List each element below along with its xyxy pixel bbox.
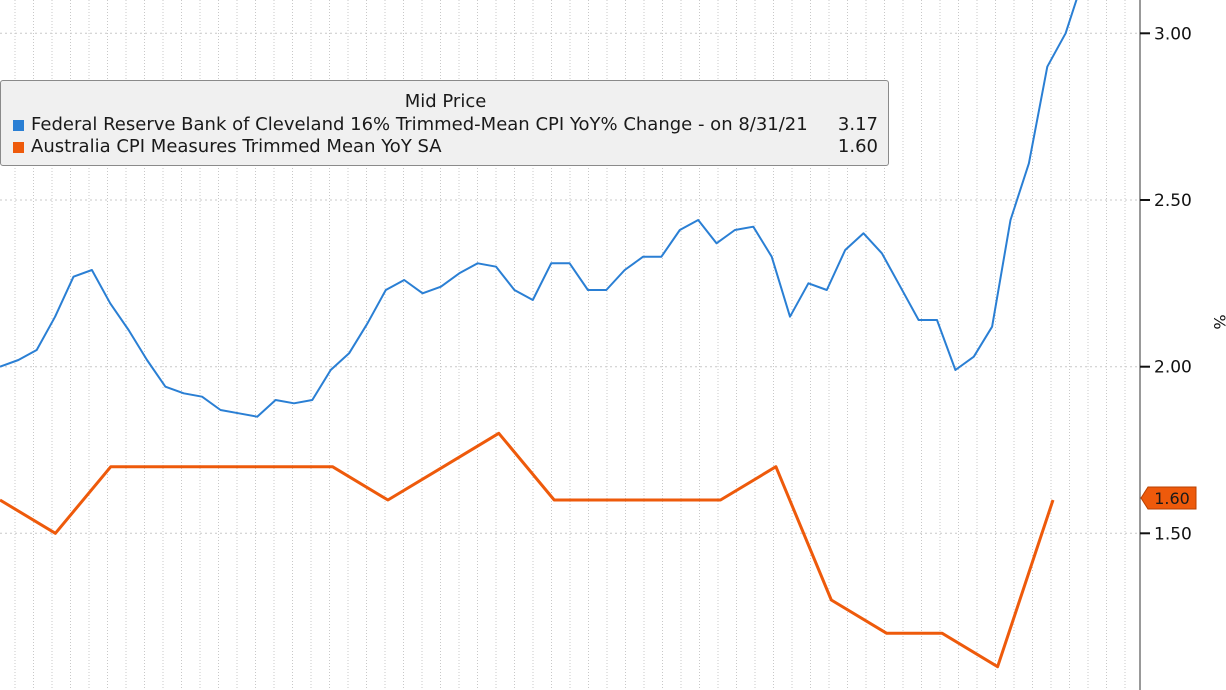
legend-value-australia: 1.60 [837,136,878,157]
y-tick-label: 1.50 [1154,524,1192,544]
y-tick-label: 3.00 [1154,24,1192,44]
y-axis-unit-label: % [1210,314,1226,329]
legend-entry-australia: Australia CPI Measures Trimmed Mean YoY … [13,136,878,158]
last-value-badge: 1.60 [1140,486,1197,510]
legend: Mid Price Federal Reserve Bank of Clevel… [0,80,889,166]
legend-label-cleveland: Federal Reserve Bank of Cleveland 16% Tr… [31,114,808,135]
legend-label-australia: Australia CPI Measures Trimmed Mean YoY … [31,136,442,157]
legend-entry-cleveland: Federal Reserve Bank of Cleveland 16% Tr… [13,114,878,136]
legend-title: Mid Price [404,91,487,112]
legend-swatch-cleveland [13,120,24,131]
legend-swatch-australia [13,142,24,153]
y-tick-label: 2.50 [1154,191,1192,211]
series-layer [0,0,1078,669]
series-line-australia [0,431,1055,669]
legend-value-cleveland: 3.17 [837,114,878,135]
y-tick-label: 2.00 [1154,358,1192,378]
last-value-badge-text: 1.60 [1154,489,1190,508]
y-axis: 3.002.502.001.501.00 [1139,0,1192,690]
last-value-badge-shape [1140,486,1197,510]
series-line-cleveland [0,0,1078,418]
